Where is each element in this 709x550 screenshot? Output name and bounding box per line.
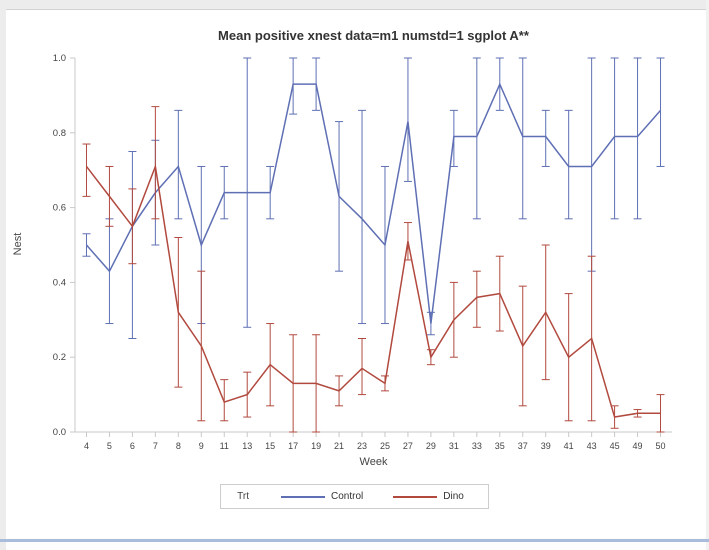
svg-text:0.0: 0.0 — [53, 427, 66, 438]
svg-text:5: 5 — [107, 441, 112, 451]
control-line-swatch — [281, 495, 326, 498]
svg-text:23: 23 — [357, 441, 367, 451]
legend-box: Trt Control Dino — [220, 484, 489, 509]
svg-text:13: 13 — [242, 441, 252, 451]
svg-text:35: 35 — [495, 441, 505, 451]
svg-text:19: 19 — [311, 441, 321, 451]
svg-text:11: 11 — [220, 441, 229, 451]
legend-title: Trt — [237, 491, 250, 502]
legend-label-dino: Dino — [443, 491, 464, 502]
svg-text:0.4: 0.4 — [53, 277, 66, 288]
svg-text:4: 4 — [84, 441, 89, 451]
svg-text:0.8: 0.8 — [53, 128, 66, 139]
x-axis-label: Week — [359, 456, 388, 468]
svg-text:29: 29 — [426, 441, 436, 451]
window-right-edge — [706, 0, 709, 550]
svg-text:33: 33 — [472, 441, 482, 451]
svg-text:37: 37 — [518, 441, 528, 451]
svg-text:8: 8 — [176, 441, 181, 451]
svg-text:6: 6 — [130, 441, 135, 451]
svg-text:43: 43 — [587, 441, 597, 451]
window-top-edge — [0, 0, 709, 10]
svg-text:39: 39 — [541, 441, 551, 451]
svg-text:1.0: 1.0 — [53, 53, 66, 64]
svg-text:41: 41 — [564, 441, 574, 451]
dino-line-swatch — [393, 495, 438, 498]
svg-text:25: 25 — [380, 441, 390, 451]
svg-text:17: 17 — [288, 441, 298, 451]
svg-text:49: 49 — [633, 441, 643, 451]
svg-text:7: 7 — [153, 441, 158, 451]
svg-text:27: 27 — [403, 441, 413, 451]
svg-text:0.6: 0.6 — [53, 203, 66, 214]
y-axis-label: Nest — [12, 232, 24, 256]
legend-entry-control: Control — [281, 491, 363, 502]
svg-text:0.2: 0.2 — [53, 352, 66, 363]
svg-text:9: 9 — [199, 441, 204, 451]
window-bottom-edge — [0, 539, 709, 542]
chart-title: Mean positive xnest data=m1 numstd=1 sgp… — [218, 28, 529, 43]
legend-entry-dino: Dino — [393, 491, 464, 502]
legend-label-control: Control — [331, 491, 364, 502]
svg-text:50: 50 — [656, 441, 666, 451]
svg-text:31: 31 — [449, 441, 459, 451]
svg-text:21: 21 — [334, 441, 344, 451]
window-left-edge — [0, 0, 6, 550]
svg-text:15: 15 — [265, 441, 275, 451]
svg-text:45: 45 — [610, 441, 620, 451]
chart-panel — [6, 10, 706, 538]
legend: Trt Control Dino — [0, 484, 709, 509]
